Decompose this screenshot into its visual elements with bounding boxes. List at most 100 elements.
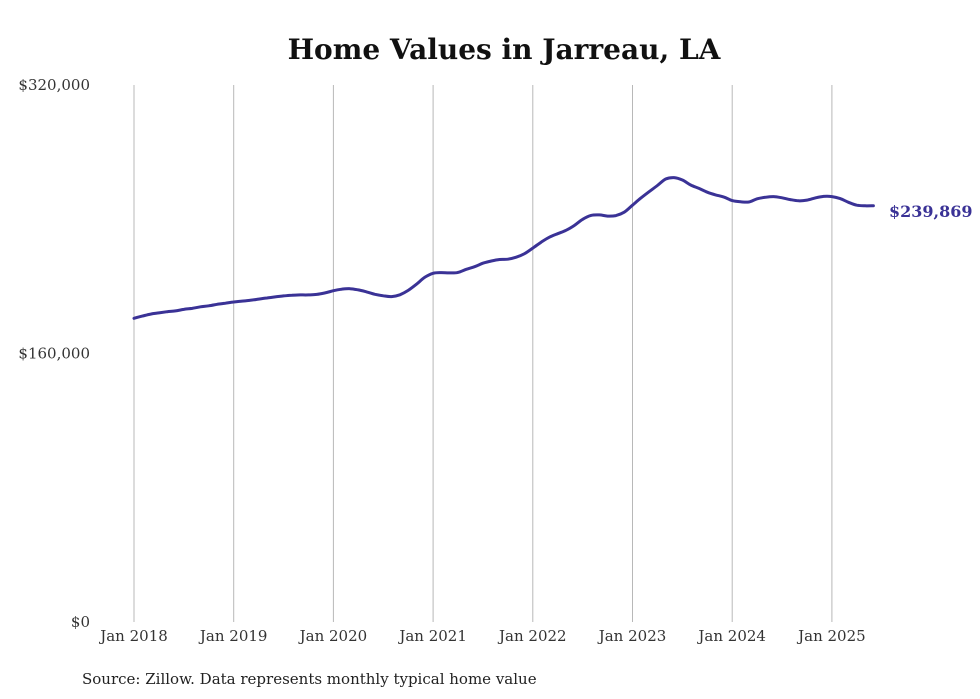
data-point: [847, 201, 849, 203]
data-point: [282, 295, 284, 297]
data-point: [656, 184, 658, 186]
data-point: [341, 288, 343, 290]
data-point: [191, 307, 193, 309]
data-point: [498, 258, 500, 260]
data-point: [357, 289, 359, 291]
x-tick-label: Jan 2020: [298, 627, 368, 645]
data-point: [673, 176, 675, 178]
data-point: [606, 215, 608, 217]
data-point: [166, 311, 168, 313]
data-point: [316, 293, 318, 295]
data-point: [399, 294, 401, 296]
data-point: [174, 310, 176, 312]
data-point: [839, 197, 841, 199]
data-point: [349, 288, 351, 290]
data-point: [698, 187, 700, 189]
data-point: [723, 196, 725, 198]
data-point: [631, 204, 633, 206]
data-point: [490, 260, 492, 262]
data-point: [407, 289, 409, 291]
data-point: [648, 191, 650, 193]
y-tick-label: $0: [71, 613, 90, 631]
data-point: [573, 224, 575, 226]
data-point: [141, 315, 143, 317]
data-point: [822, 195, 824, 197]
data-point: [764, 196, 766, 198]
data-point: [465, 268, 467, 270]
data-point: [473, 266, 475, 268]
data-point: [548, 236, 550, 238]
data-point: [149, 313, 151, 315]
data-point: [773, 195, 775, 197]
source-note: Source: Zillow. Data represents monthly …: [82, 670, 537, 688]
x-tick-label: Jan 2018: [98, 627, 168, 645]
data-point: [482, 262, 484, 264]
x-tick-label: Jan 2023: [597, 627, 667, 645]
data-point: [424, 276, 426, 278]
data-point: [532, 247, 534, 249]
data-point: [307, 294, 309, 296]
data-point: [158, 312, 160, 314]
data-point: [365, 291, 367, 293]
data-point: [274, 296, 276, 298]
series-line: [132, 176, 875, 320]
data-point: [233, 301, 235, 303]
gridlines: [133, 85, 833, 622]
data-point: [266, 297, 268, 299]
data-point: [299, 294, 301, 296]
data-point: [739, 201, 741, 203]
data-point: [183, 308, 185, 310]
data-point: [831, 195, 833, 197]
x-tick-label: Jan 2022: [497, 627, 567, 645]
data-point: [208, 305, 210, 307]
data-point: [872, 205, 874, 207]
data-point: [590, 214, 592, 216]
data-point: [731, 199, 733, 201]
data-point: [582, 218, 584, 220]
x-axis-ticks: Jan 2018 Jan 2019 Jan 2020 Jan 2021 Jan 2022…: [98, 627, 865, 645]
data-point: [390, 295, 392, 297]
series-layer: [132, 176, 875, 320]
data-point: [557, 233, 559, 235]
data-point: [249, 299, 251, 301]
data-point: [789, 198, 791, 200]
x-tick-label: Jan 2024: [696, 627, 766, 645]
data-point: [690, 184, 692, 186]
y-tick-label: $160,000: [18, 345, 90, 363]
chart-title: Home Values in Jarreau, LA: [288, 33, 722, 66]
data-point: [432, 272, 434, 274]
data-point: [216, 303, 218, 305]
data-point: [598, 214, 600, 216]
data-point: [241, 300, 243, 302]
data-point: [615, 214, 617, 216]
data-point: [640, 197, 642, 199]
data-point: [665, 178, 667, 180]
x-tick-label: Jan 2021: [397, 627, 467, 645]
data-point: [449, 272, 451, 274]
data-point: [440, 271, 442, 273]
data-point: [623, 211, 625, 213]
data-point: [324, 292, 326, 294]
data-point: [814, 197, 816, 199]
data-point: [706, 191, 708, 193]
data-point: [332, 290, 334, 292]
data-point: [415, 283, 417, 285]
data-point: [457, 271, 459, 273]
x-tick-label: Jan 2019: [198, 627, 268, 645]
data-point: [864, 205, 866, 207]
y-tick-label: $320,000: [18, 76, 90, 94]
data-point: [507, 258, 509, 260]
data-point: [291, 294, 293, 296]
data-point: [133, 317, 135, 319]
data-point: [540, 241, 542, 243]
data-point: [756, 198, 758, 200]
data-point: [806, 199, 808, 201]
x-tick-label: Jan 2025: [796, 627, 866, 645]
y-axis-ticks: $0 $160,000 $320,000: [18, 76, 90, 631]
data-point: [781, 197, 783, 199]
data-point: [382, 295, 384, 297]
data-point: [565, 229, 567, 231]
data-point: [199, 306, 201, 308]
data-point: [374, 293, 376, 295]
